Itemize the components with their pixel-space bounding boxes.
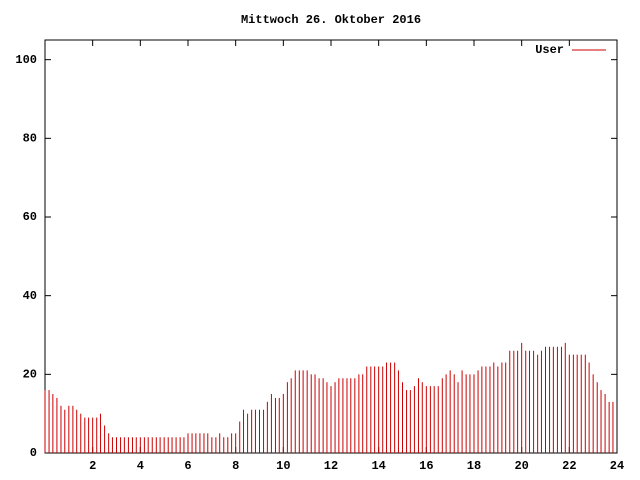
y-tick-label: 80 — [23, 132, 37, 146]
x-tick-label: 24 — [610, 459, 624, 473]
x-tick-label: 16 — [419, 459, 433, 473]
x-tick-label: 10 — [276, 459, 290, 473]
y-tick-label: 20 — [23, 368, 37, 382]
x-tick-label: 2 — [89, 459, 96, 473]
x-tick-label: 18 — [467, 459, 481, 473]
x-tick-label: 12 — [324, 459, 338, 473]
y-tick-label: 0 — [30, 446, 37, 460]
legend-label: User — [535, 43, 564, 57]
x-tick-label: 14 — [371, 459, 385, 473]
x-tick-label: 20 — [514, 459, 528, 473]
x-tick-label: 8 — [232, 459, 239, 473]
x-tick-label: 22 — [562, 459, 576, 473]
y-tick-label: 100 — [15, 53, 37, 67]
y-tick-label: 60 — [23, 210, 37, 224]
y-tick-label: 40 — [23, 289, 37, 303]
x-tick-label: 4 — [137, 459, 144, 473]
x-tick-label: 6 — [184, 459, 191, 473]
chart-title: Mittwoch 26. Oktober 2016 — [241, 13, 421, 27]
